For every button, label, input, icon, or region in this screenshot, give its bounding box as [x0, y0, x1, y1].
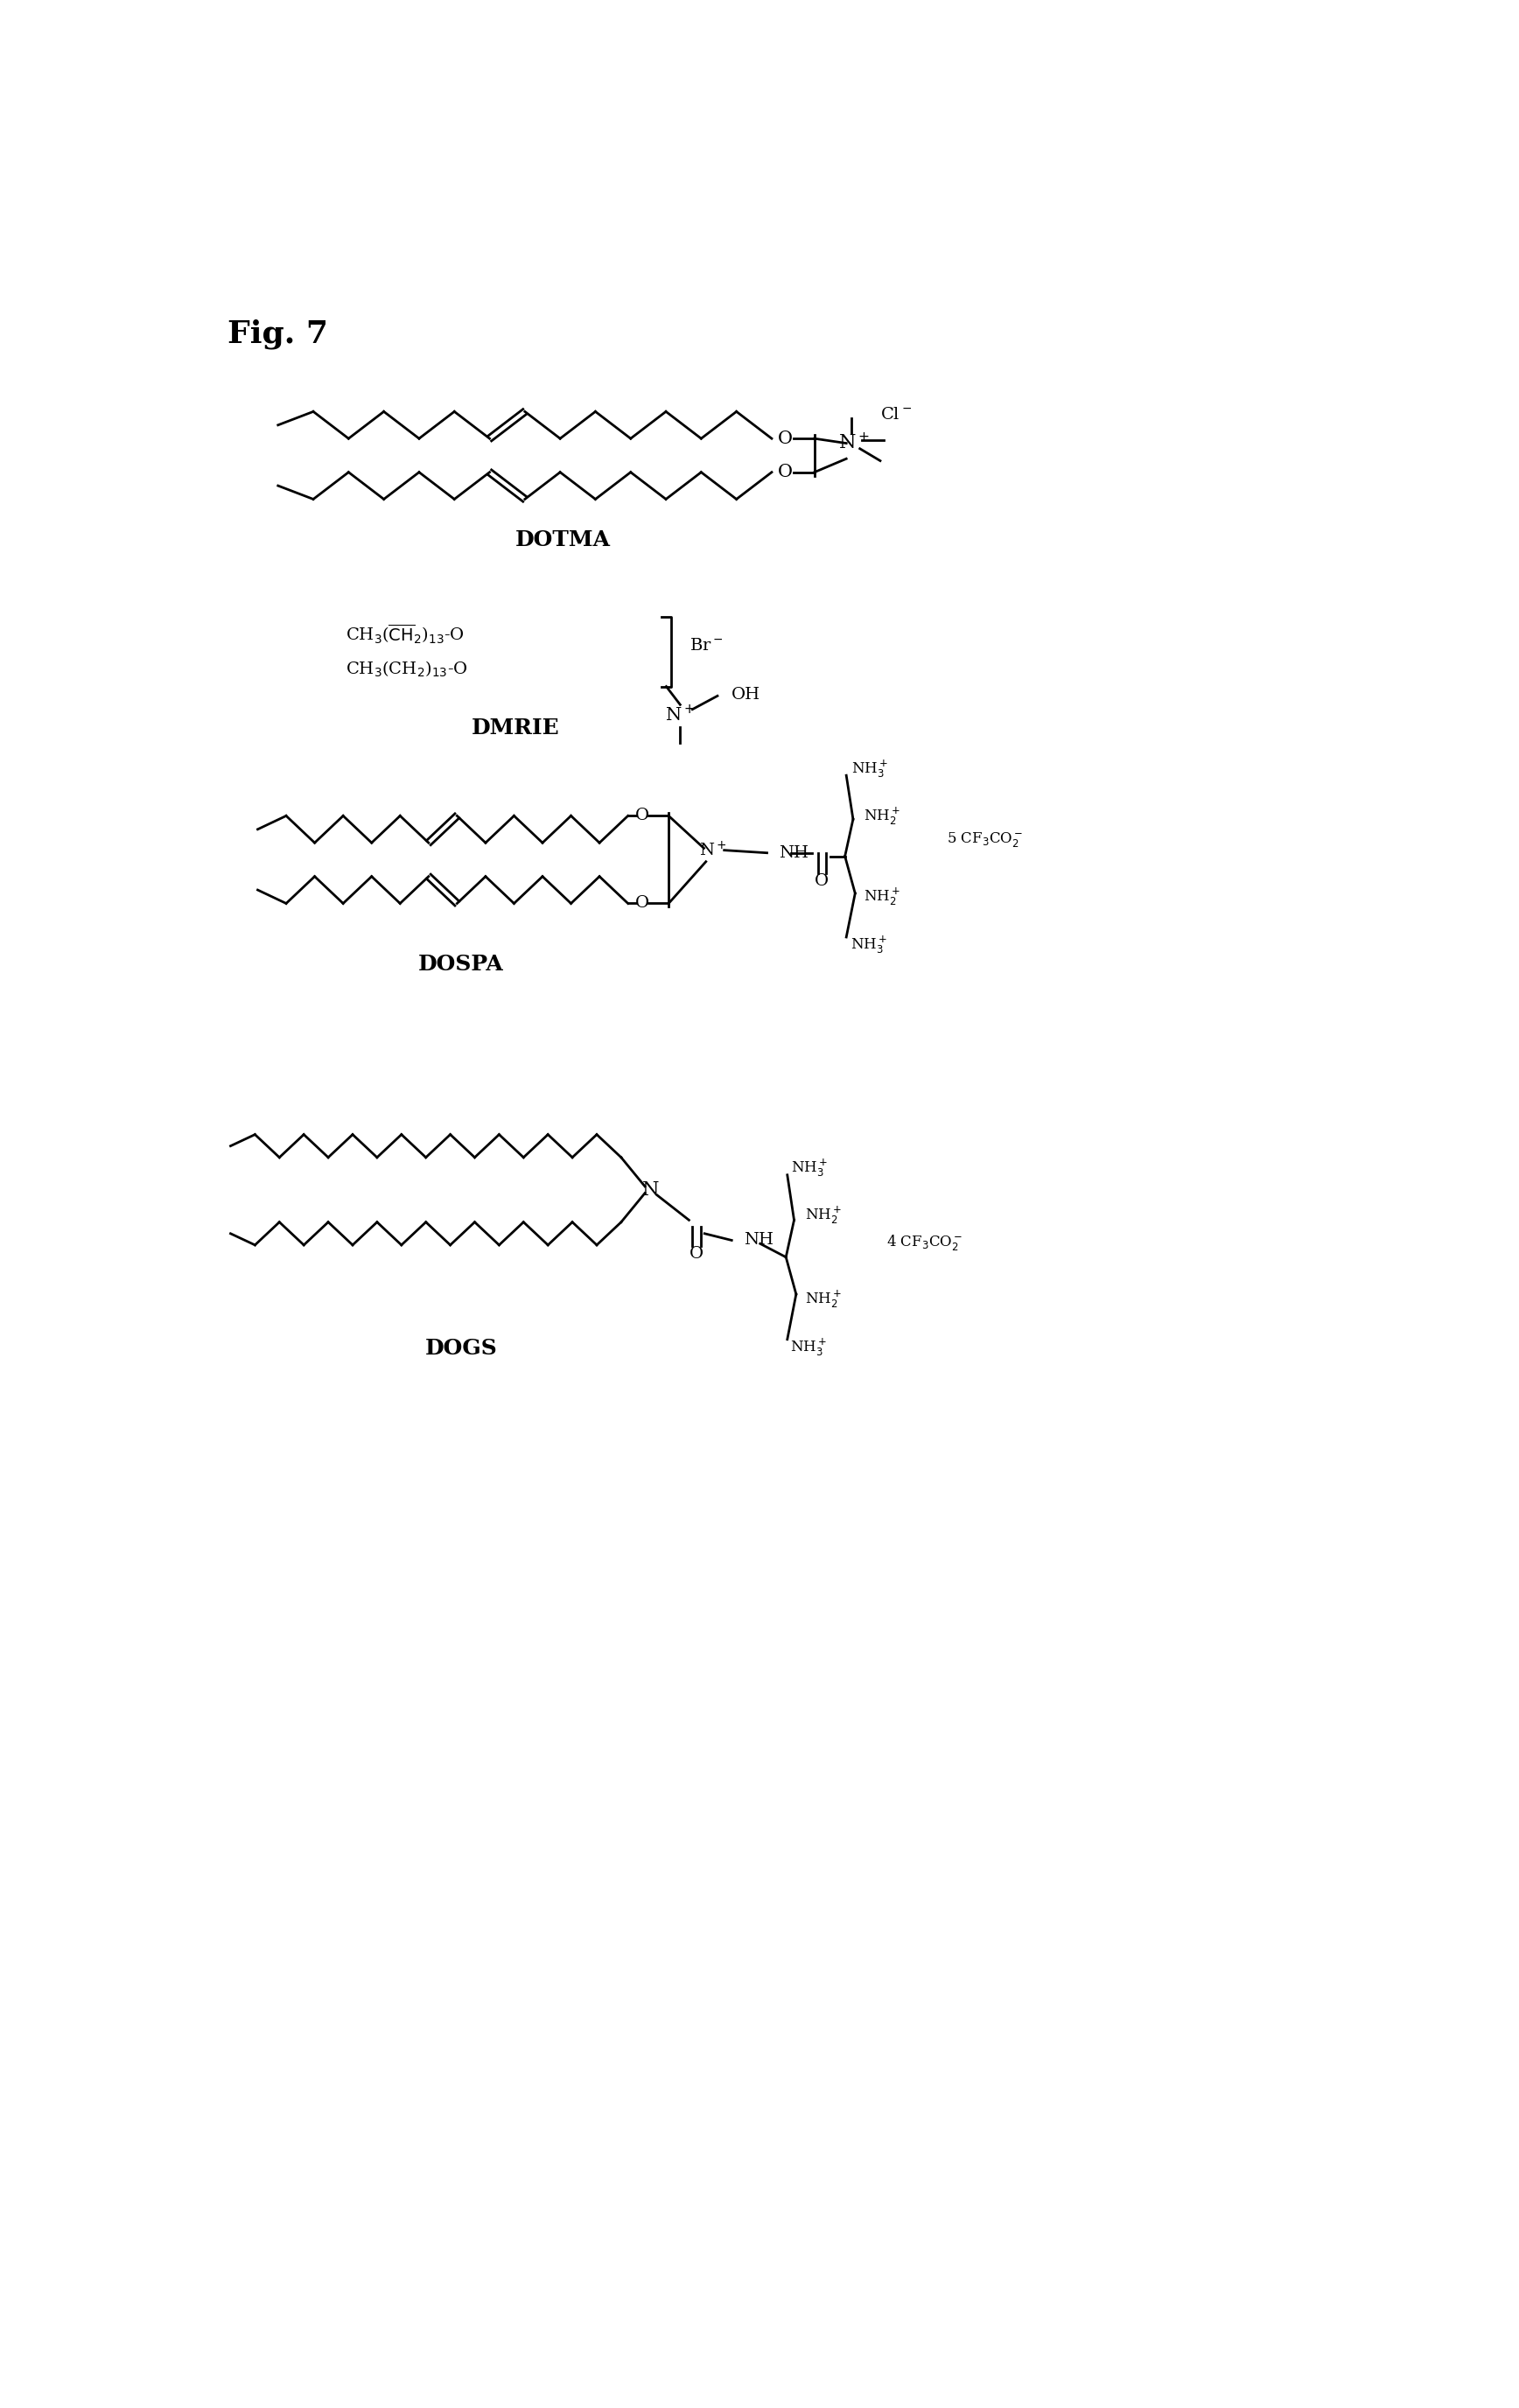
Text: DMRIE: DMRIE	[471, 718, 559, 739]
Text: CH$_3$(CH$_2$)$_{13}$-O: CH$_3$(CH$_2$)$_{13}$-O	[346, 660, 468, 679]
Text: O: O	[814, 874, 829, 889]
Text: Br$^-$: Br$^-$	[690, 638, 723, 655]
Text: NH: NH	[744, 1233, 773, 1247]
Text: N: N	[643, 1180, 659, 1199]
Text: 4 CF$_3$CO$_2^-$: 4 CF$_3$CO$_2^-$	[886, 1233, 963, 1252]
Text: O: O	[778, 431, 793, 448]
Text: O: O	[778, 465, 793, 482]
Text: NH$_3^+$: NH$_3^+$	[852, 759, 889, 780]
Text: NH: NH	[779, 845, 810, 860]
Text: NH$_2^+$: NH$_2^+$	[805, 1288, 842, 1310]
Text: O: O	[635, 896, 649, 910]
Text: Cl$^-$: Cl$^-$	[880, 407, 911, 424]
Text: NH$_2^+$: NH$_2^+$	[805, 1204, 842, 1226]
Text: DOTMA: DOTMA	[515, 530, 611, 549]
Text: 5 CF$_3$CO$_2^-$: 5 CF$_3$CO$_2^-$	[946, 831, 1024, 848]
Text: N$^+$: N$^+$	[838, 433, 870, 453]
Text: O: O	[635, 809, 649, 824]
Text: NH$_3^+$: NH$_3^+$	[790, 1336, 826, 1358]
Text: O: O	[690, 1245, 703, 1262]
Text: N$^+$: N$^+$	[665, 706, 696, 725]
Text: NH$_3^+$: NH$_3^+$	[851, 934, 887, 956]
Text: OH: OH	[731, 686, 760, 703]
Text: NH$_2^+$: NH$_2^+$	[864, 886, 901, 908]
Text: NH$_2^+$: NH$_2^+$	[864, 804, 901, 826]
Text: NH$_3^+$: NH$_3^+$	[791, 1158, 828, 1180]
Text: CH$_3$($\overline{\rm CH}_2$)$_{13}$-O: CH$_3$($\overline{\rm CH}_2$)$_{13}$-O	[346, 624, 465, 645]
Text: DOSPA: DOSPA	[418, 954, 504, 975]
Text: N$^+$: N$^+$	[699, 840, 728, 860]
Text: DOGS: DOGS	[425, 1336, 497, 1358]
Text: Fig. 7: Fig. 7	[228, 318, 328, 349]
